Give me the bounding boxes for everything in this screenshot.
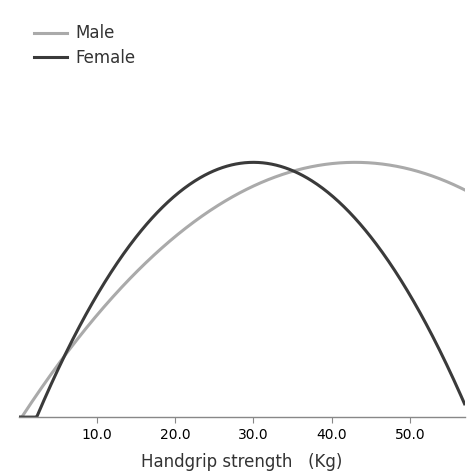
Legend: Male, Female: Male, Female [27, 18, 142, 74]
X-axis label: Handgrip strength   (Kg): Handgrip strength (Kg) [141, 453, 342, 471]
